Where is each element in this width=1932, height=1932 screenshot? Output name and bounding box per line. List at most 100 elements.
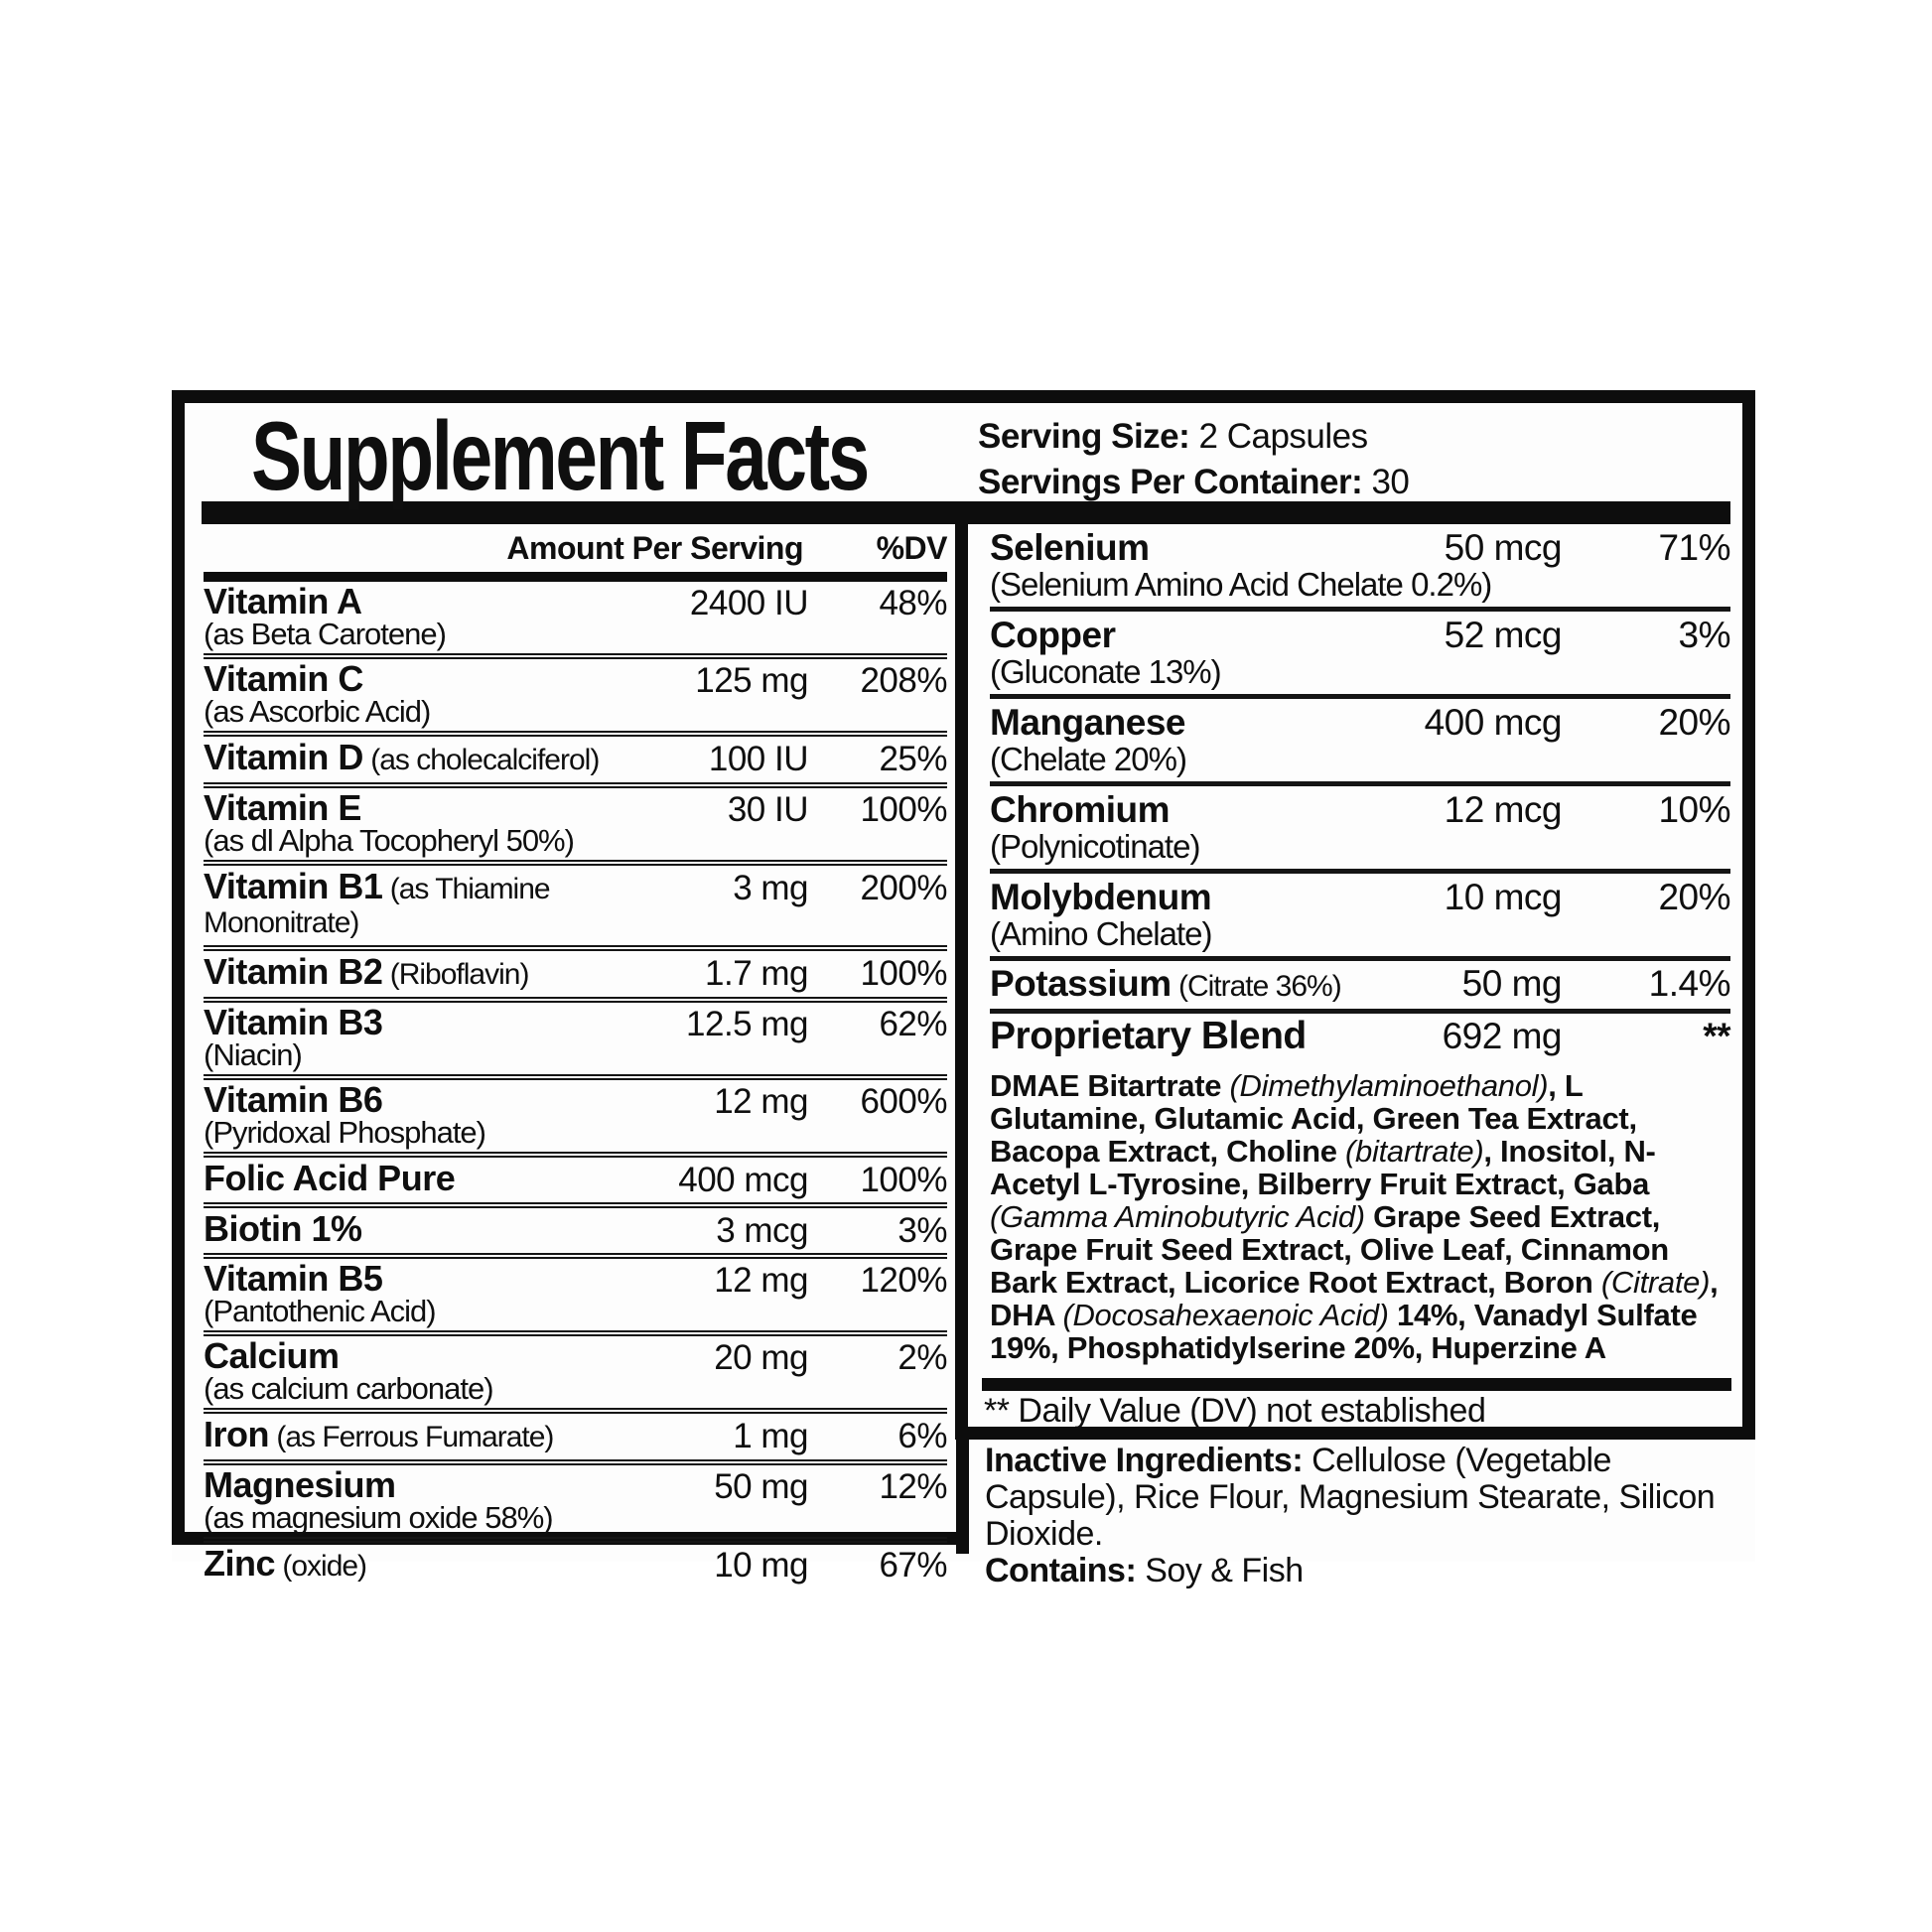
nutrient-source: (Pyridoxal Phosphate)	[204, 1115, 486, 1150]
amount-value: 10 mg	[714, 1546, 808, 1585]
amount-value: 400 mcg	[1424, 702, 1563, 743]
servings-per-container-label: Servings Per Container:	[978, 463, 1363, 501]
nutrient-name-cell: Iron (as Ferrous Fumarate)	[204, 1417, 659, 1454]
amount-value: 125 mg	[695, 661, 808, 700]
daily-value-percent: 67%	[879, 1546, 947, 1585]
amount-value: 3 mcg	[716, 1211, 808, 1250]
daily-value-percent: 6%	[897, 1417, 947, 1455]
nutrient-name-cell: Vitamin D (as cholecalciferol)	[204, 740, 659, 777]
nutrient-source: (Pantothenic Acid)	[204, 1294, 437, 1328]
daily-value-percent: 10%	[1658, 789, 1730, 830]
blend-segment: , Inositol, N-Acetyl L-Tyrosine, Bilberr…	[990, 1134, 1656, 1201]
left-nutrient-column: Amount Per Serving %DV Vitamin A (as Beta…	[185, 524, 955, 1588]
nutrient-name: Folic Acid Pure	[204, 1158, 456, 1198]
nutrient-source: (Polynicotinate)	[990, 828, 1200, 865]
nutrient-name: Vitamin B1	[204, 866, 383, 906]
daily-value-percent: 3%	[897, 1211, 947, 1250]
table-row: Manganese (Chelate 20%) 400 mcg 20%	[990, 694, 1731, 781]
nutrient-name-cell: Vitamin B1 (as Thiamine Mononitrate)	[204, 869, 659, 940]
daily-value-percent: 20%	[1658, 877, 1730, 917]
table-row: Iron (as Ferrous Fumarate) 1 mg 6%	[204, 1408, 948, 1459]
nutrient-name-cell: Vitamin C (as Ascorbic Acid)	[204, 661, 659, 729]
table-row: Vitamin D (as cholecalciferol) 100 IU 25%	[204, 731, 948, 782]
blend-segment: DMAE Bitartrate	[990, 1068, 1230, 1103]
nutrient-name-cell: Vitamin B5 (Pantothenic Acid)	[204, 1261, 659, 1328]
inactive-ingredients-label: Inactive Ingredients:	[985, 1442, 1304, 1479]
nutrient-name-cell: Folic Acid Pure	[204, 1161, 659, 1196]
right-panel-bottom-border	[955, 1427, 1755, 1440]
nutrient-name: Magnesium	[204, 1464, 396, 1505]
nutrient-name: Iron	[204, 1414, 270, 1454]
nutrient-name-cell: Potassium (Citrate 36%)	[990, 965, 1363, 1004]
nutrient-source-inline: (oxide)	[275, 1550, 367, 1583]
nutrient-source-inline: (as cholecalciferol)	[362, 744, 600, 776]
panel-top-border	[172, 390, 1755, 403]
amount-value: 3 mg	[733, 869, 808, 907]
nutrient-name: Vitamin B6	[204, 1079, 383, 1120]
nutrient-name: Vitamin B3	[204, 1002, 383, 1042]
table-row: Vitamin B6 (Pyridoxal Phosphate) 12 mg 600%	[204, 1074, 948, 1152]
header-separator-bar	[202, 501, 1730, 524]
daily-value-percent: 25%	[879, 740, 947, 778]
daily-value-percent: 48%	[879, 584, 947, 622]
nutrient-source: (as calcium carbonate)	[204, 1371, 494, 1406]
amount-value: 12 mcg	[1444, 789, 1563, 830]
amount-value: 50 mg	[1461, 963, 1563, 1004]
serving-size-label: Serving Size:	[978, 417, 1190, 456]
amount-per-serving-header: Amount Per Serving	[506, 530, 803, 566]
nutrient-name: Selenium	[990, 527, 1150, 568]
nutrient-name: Calcium	[204, 1335, 340, 1376]
table-row: Vitamin B3 (Niacin) 12.5 mg 62%	[204, 997, 948, 1074]
daily-value-percent: 100%	[860, 1161, 947, 1199]
serving-size-line: Serving Size: 2 Capsules	[978, 414, 1409, 460]
table-row: Zinc (oxide) 10 mg 67%	[204, 1537, 948, 1588]
nutrient-name: Chromium	[990, 789, 1171, 830]
nutrient-name-cell: Calcium (as calcium carbonate)	[204, 1338, 659, 1406]
table-row: Vitamin E (as dl Alpha Tocopheryl 50%) 30 …	[204, 782, 948, 860]
nutrient-source-inline: (Riboflavin)	[382, 958, 530, 991]
amount-value: 50 mcg	[1444, 527, 1563, 568]
amount-value: 692 mg	[1442, 1016, 1563, 1056]
table-row: Vitamin B2 (Riboflavin) 1.7 mg 100%	[204, 945, 948, 997]
footnote-separator-bar	[982, 1378, 1731, 1391]
table-row: Copper (Gluconate 13%) 52 mcg 3%	[990, 607, 1731, 694]
servings-per-container-line: Servings Per Container: 30	[978, 460, 1410, 505]
amount-value: 12.5 mg	[686, 1005, 808, 1043]
amount-value: 20 mg	[714, 1338, 808, 1377]
nutrient-source: (Niacin)	[204, 1037, 303, 1072]
amount-value: 50 mg	[714, 1467, 808, 1506]
nutrient-name-cell: Vitamin B6 (Pyridoxal Phosphate)	[204, 1082, 659, 1150]
nutrient-name: Biotin 1%	[204, 1208, 362, 1249]
nutrient-source: (as dl Alpha Tocopheryl 50%)	[204, 823, 575, 858]
nutrient-source: (Chelate 20%)	[990, 741, 1187, 777]
nutrient-name-cell: Copper (Gluconate 13%)	[990, 615, 1363, 690]
nutrient-source: (as magnesium oxide 58%)	[204, 1500, 554, 1535]
nutrient-source-inline: (as Thiamine Mononitrate)	[204, 873, 551, 939]
nutrient-name-cell: Biotin 1%	[204, 1211, 659, 1247]
daily-value-percent: 600%	[860, 1082, 947, 1121]
table-row: Vitamin C (as Ascorbic Acid) 125 mg 208%	[204, 653, 948, 731]
nutrient-name-cell: Chromium (Polynicotinate)	[990, 789, 1363, 865]
blend-segment-italic: (bitartrate)	[1345, 1134, 1484, 1169]
nutrient-source-inline: (as Ferrous Fumarate)	[269, 1421, 554, 1453]
nutrient-name: Proprietary Blend	[990, 1015, 1307, 1057]
nutrient-name: Copper	[990, 615, 1116, 655]
right-nutrient-column: Selenium (Selenium Amino Acid Chelate 0.2…	[968, 524, 1743, 1364]
nutrient-source: (Gluconate 13%)	[990, 653, 1222, 690]
percent-dv-header: %DV	[876, 530, 948, 566]
page-title: Supplement Facts	[251, 401, 870, 510]
table-row: Vitamin A (as Beta Carotene) 2400 IU 48%	[204, 581, 948, 653]
nutrient-name-cell: Magnesium (as magnesium oxide 58%)	[204, 1467, 659, 1535]
daily-value-percent: 62%	[879, 1005, 947, 1043]
right-nutrient-rows: Selenium (Selenium Amino Acid Chelate 0.2…	[990, 524, 1731, 1059]
daily-value-footnote: ** Daily Value (DV) not established	[984, 1392, 1486, 1430]
nutrient-name: Manganese	[990, 702, 1186, 743]
daily-value-percent: 120%	[860, 1261, 947, 1300]
nutrient-name: Vitamin A	[204, 581, 362, 621]
nutrient-name-cell: Vitamin B3 (Niacin)	[204, 1005, 659, 1072]
blend-segment-italic: (Gamma Aminobutyric Acid)	[990, 1199, 1365, 1234]
nutrient-name: Vitamin C	[204, 658, 363, 699]
nutrient-name: Vitamin E	[204, 787, 361, 828]
blend-segment: 14%, Vanadyl Sulfate 19%, Phosphatidylse…	[990, 1298, 1698, 1365]
nutrient-source: (as Ascorbic Acid)	[204, 694, 431, 729]
